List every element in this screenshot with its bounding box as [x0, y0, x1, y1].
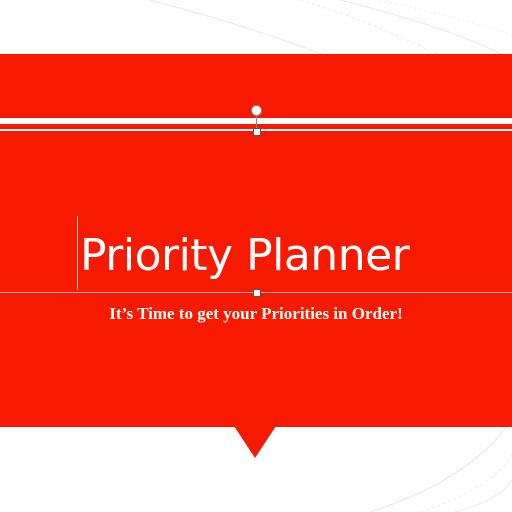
resize-handle-icon[interactable]: [253, 289, 261, 297]
rotate-handle-stem: [256, 116, 257, 128]
resize-handle-icon[interactable]: [253, 128, 261, 136]
rotate-handle-icon[interactable]: [251, 105, 262, 116]
slide-title[interactable]: Priority Planner: [80, 230, 410, 281]
text-cursor: [77, 216, 78, 290]
slide-subtitle[interactable]: It’s Time to get your Priorities in Orde…: [109, 304, 403, 323]
callout-tail: [234, 426, 276, 458]
